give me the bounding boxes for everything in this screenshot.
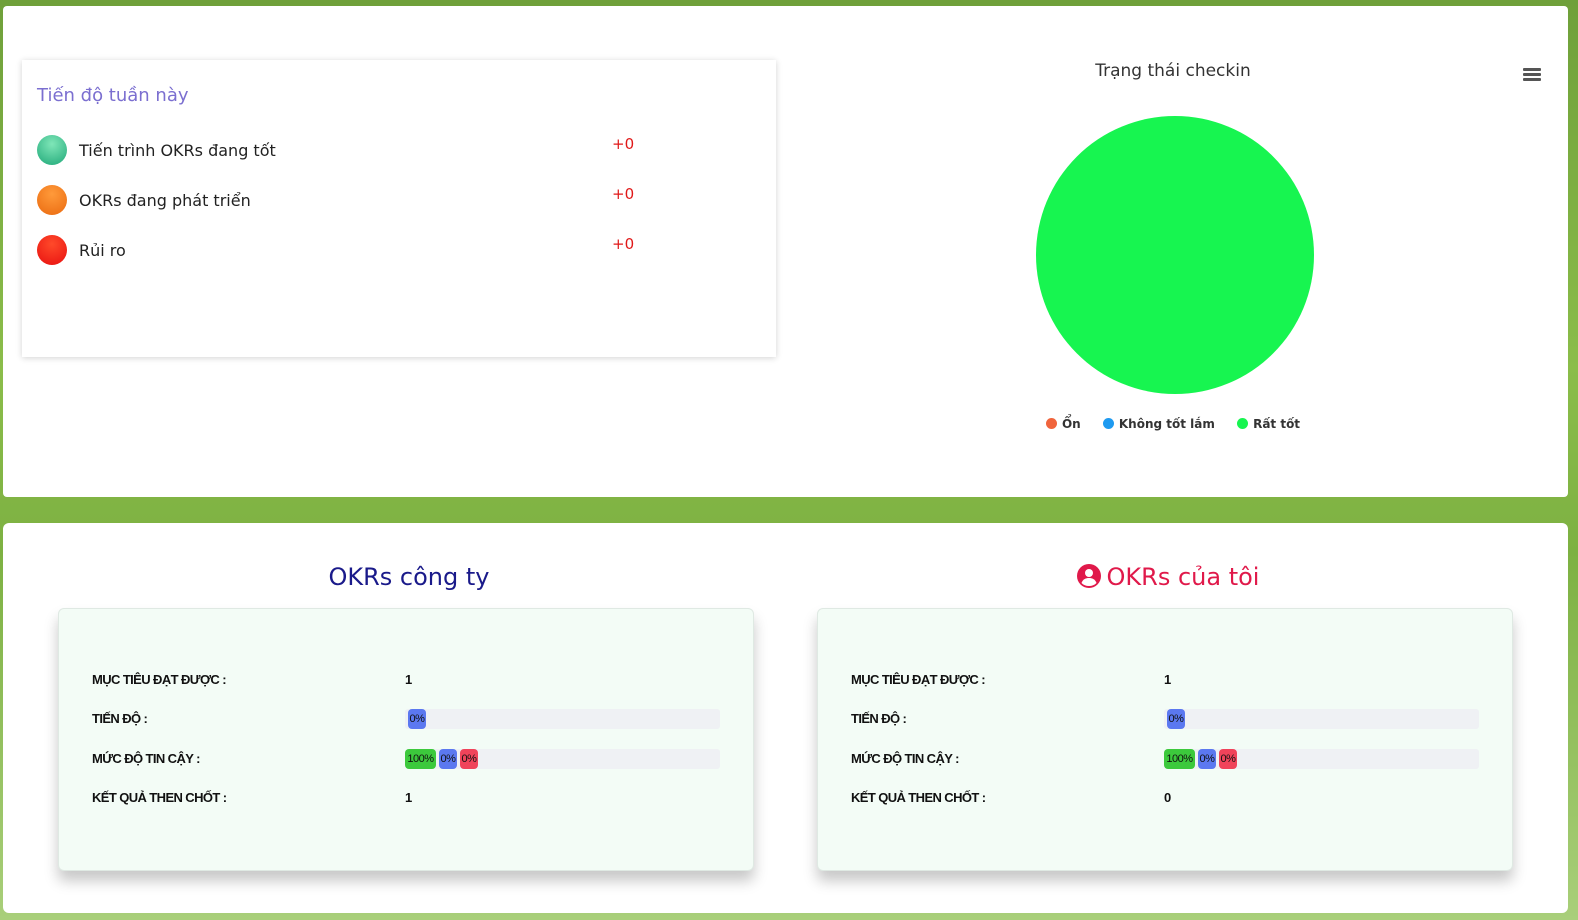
my-okr-title: OKRs của tôi xyxy=(818,563,1518,591)
confidence-medium-segment: 0% xyxy=(439,749,457,769)
legend-label: Rất tốt xyxy=(1253,417,1301,431)
key-results-row: KẾT QUẢ THEN CHỐT : 0 xyxy=(851,787,1481,809)
confidence-bar: 100% 0% 0% xyxy=(1164,749,1479,769)
pie-slice-2[interactable] xyxy=(1036,116,1314,394)
okr-summary-panel: OKRs công ty OKRs của tôi MỤC TIÊU ĐẠT Đ… xyxy=(3,523,1568,913)
risk-status-dot-icon xyxy=(37,235,67,265)
key-results-row: KẾT QUẢ THEN CHỐT : 1 xyxy=(92,787,722,809)
weekly-item-label: OKRs đang phát triển xyxy=(79,191,251,210)
objectives-row: MỤC TIÊU ĐẠT ĐƯỢC : 1 xyxy=(92,669,722,691)
legend-dot-icon xyxy=(1045,418,1057,429)
weekly-item-value: +0 xyxy=(612,135,635,153)
objectives-value: 1 xyxy=(1164,672,1172,687)
confidence-medium-segment: 0% xyxy=(1198,749,1216,769)
objectives-label: MỤC TIÊU ĐẠT ĐƯỢC : xyxy=(851,672,986,687)
confidence-bar: 100% 0% 0% xyxy=(405,749,720,769)
weekly-progress-card: Tiến độ tuần này Tiến trình OKRs đang tố… xyxy=(22,60,776,357)
weekly-item-good: Tiến trình OKRs đang tốt +0 xyxy=(37,135,677,165)
objectives-label: MỤC TIÊU ĐẠT ĐƯỢC : xyxy=(92,672,227,687)
progress-bar: 0% xyxy=(1164,709,1479,729)
legend-dot-icon xyxy=(1102,418,1114,429)
chart-title: Trạng thái checkin xyxy=(1095,61,1251,81)
confidence-high-segment: 100% xyxy=(405,749,436,769)
weekly-item-label: Tiến trình OKRs đang tốt xyxy=(79,141,276,160)
weekly-item-label: Rủi ro xyxy=(79,241,126,260)
confidence-high-segment: 100% xyxy=(1164,749,1195,769)
progress-bar-fill: 0% xyxy=(408,709,426,729)
developing-status-dot-icon xyxy=(37,185,67,215)
confidence-low-segment: 0% xyxy=(1219,749,1237,769)
objectives-value: 1 xyxy=(405,672,413,687)
chart-legend: Ổn Không tốt lắm Rất tốt xyxy=(803,417,1543,431)
weekly-item-developing: OKRs đang phát triển +0 xyxy=(37,185,677,215)
progress-label: TIẾN ĐỘ : xyxy=(851,711,907,726)
progress-bar-fill: 0% xyxy=(1167,709,1185,729)
progress-label: TIẾN ĐỘ : xyxy=(92,711,148,726)
key-results-label: KẾT QUẢ THEN CHỐT : xyxy=(851,790,986,805)
pie-chart-svg xyxy=(1036,116,1314,394)
good-status-dot-icon xyxy=(37,135,67,165)
legend-label: Không tốt lắm xyxy=(1118,417,1215,431)
top-panel: Tiến độ tuần này Tiến trình OKRs đang tố… xyxy=(3,6,1568,497)
legend-label: Ổn xyxy=(1061,417,1081,431)
company-okr-card: MỤC TIÊU ĐẠT ĐƯỢC : 1 TIẾN ĐỘ : 0% MỨC Đ… xyxy=(58,608,754,871)
key-results-label: KẾT QUẢ THEN CHỐT : xyxy=(92,790,227,805)
hamburger-menu-icon[interactable] xyxy=(1523,68,1541,82)
confidence-row: MỨC ĐỘ TIN CẬY : 100% 0% 0% xyxy=(851,748,1481,770)
confidence-low-segment: 0% xyxy=(460,749,478,769)
checkin-chart: Trạng thái checkin Ổn Không tốt lắm Rất … xyxy=(803,46,1563,486)
progress-bar: 0% xyxy=(405,709,720,729)
legend-item-khong-tot-lam[interactable]: Không tốt lắm xyxy=(1102,417,1215,431)
company-okr-title-text: OKRs công ty xyxy=(328,563,490,591)
key-results-value: 0 xyxy=(1164,790,1172,805)
confidence-label: MỨC ĐỘ TIN CẬY : xyxy=(851,751,959,766)
weekly-progress-title: Tiến độ tuần này xyxy=(37,85,189,106)
confidence-row: MỨC ĐỘ TIN CẬY : 100% 0% 0% xyxy=(92,748,722,770)
legend-dot-icon xyxy=(1237,418,1249,429)
legend-item-on[interactable]: Ổn xyxy=(1045,417,1081,431)
weekly-item-value: +0 xyxy=(612,235,635,253)
weekly-item-risk: Rủi ro +0 xyxy=(37,235,677,265)
key-results-value: 1 xyxy=(405,790,413,805)
progress-row: TIẾN ĐỘ : 0% xyxy=(92,708,722,730)
weekly-item-value: +0 xyxy=(612,185,635,203)
user-circle-icon xyxy=(1076,564,1101,588)
my-okr-title-text: OKRs của tôi xyxy=(1106,563,1260,591)
confidence-label: MỨC ĐỘ TIN CẬY : xyxy=(92,751,200,766)
my-okr-card: MỤC TIÊU ĐẠT ĐƯỢC : 1 TIẾN ĐỘ : 0% MỨC Đ… xyxy=(817,608,1513,871)
company-okr-title: OKRs công ty xyxy=(59,563,759,591)
objectives-row: MỤC TIÊU ĐẠT ĐƯỢC : 1 xyxy=(851,669,1481,691)
legend-item-rat-tot[interactable]: Rất tốt xyxy=(1237,417,1300,431)
progress-row: TIẾN ĐỘ : 0% xyxy=(851,708,1481,730)
